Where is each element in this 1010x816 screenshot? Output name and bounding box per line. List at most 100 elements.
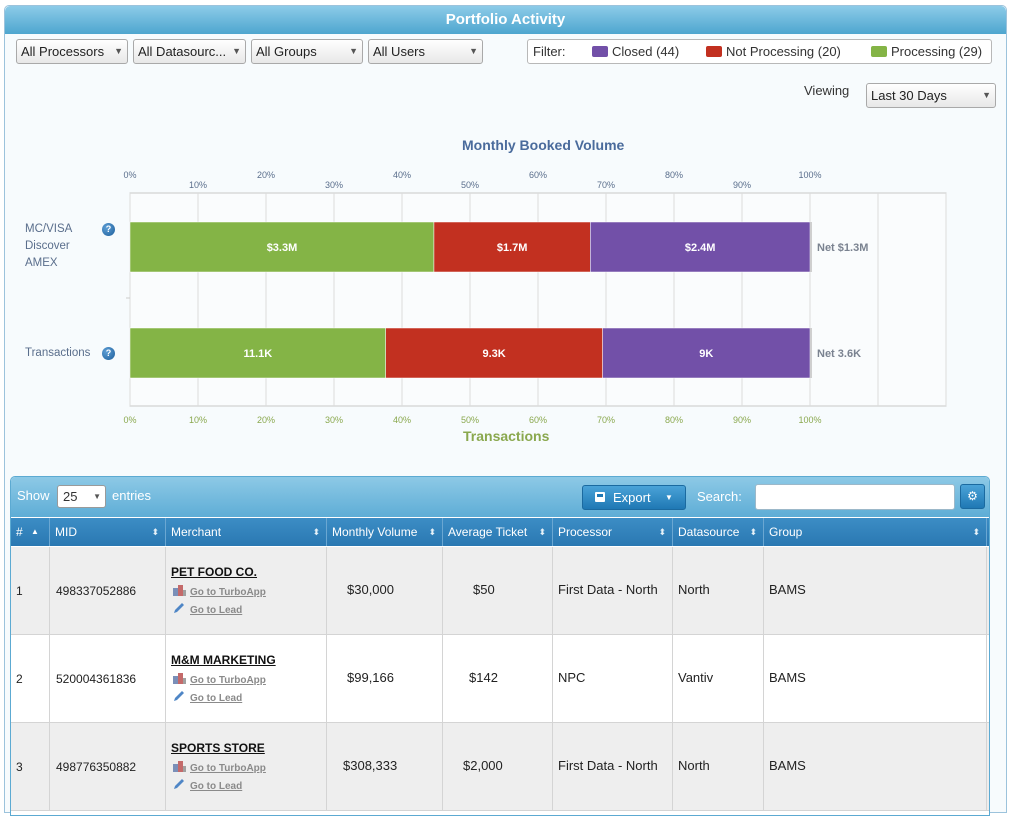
filter-closed[interactable]: Closed (44): [592, 40, 679, 63]
group-select[interactable]: All Groups ▼: [251, 39, 363, 64]
viewing-range-select[interactable]: Last 30 Days ▼: [866, 83, 996, 108]
column-header-mid[interactable]: MID ⬍: [50, 518, 166, 546]
help-icon[interactable]: ?: [102, 223, 115, 236]
sort-icon: ⬍: [151, 527, 159, 537]
filter-closed-label: Closed (44): [612, 44, 680, 59]
turboapp-link[interactable]: Go to TurboApp: [173, 761, 266, 774]
bar-segment: [433, 221, 591, 273]
merchant-name-link[interactable]: M&M MARKETING: [171, 653, 276, 667]
caret-down-icon: ▼: [665, 493, 673, 502]
group-cell: BAMS: [764, 547, 987, 635]
ticket-cell: $2,000: [443, 723, 553, 811]
column-header-monthly-volume[interactable]: Monthly Volume ⬍: [327, 518, 443, 546]
sort-icon: ⬍: [538, 527, 546, 537]
x-axis-title: Transactions: [463, 428, 550, 444]
mid-cell: 498776350882: [50, 723, 166, 811]
column-label: Processor: [558, 525, 613, 539]
filter-not-processing[interactable]: Not Processing (20): [706, 40, 841, 63]
bottom-tick-label: 100%: [798, 415, 821, 425]
datasource-select[interactable]: All Datasourc... ▼: [133, 39, 246, 64]
search-input[interactable]: [755, 484, 955, 510]
average-ticket-value: $2,000: [463, 758, 503, 773]
ticket-cell: $142: [443, 635, 553, 723]
y-label-line: MC/VISA: [25, 223, 73, 235]
lead-link[interactable]: Go to Lead: [173, 779, 242, 792]
row-number: 3: [16, 760, 23, 774]
column-label: #: [16, 525, 23, 539]
processor-select-value: All Processors: [21, 44, 105, 59]
pencil-icon: [174, 603, 184, 613]
bar-segment: [385, 327, 603, 379]
bottom-tick-label: 40%: [393, 415, 411, 425]
group-value: BAMS: [769, 582, 806, 597]
column-label: Monthly Volume: [332, 525, 418, 539]
merchant-name-link[interactable]: PET FOOD CO.: [171, 565, 258, 579]
portfolio-table: Show 25 ▼ entries Export ▼ Search: ⚙ # ▲…: [10, 476, 990, 816]
top-tick-label: 70%: [597, 180, 615, 190]
volume-cell: $30,000: [327, 547, 443, 635]
bottom-tick-label: 70%: [597, 415, 615, 425]
lead-link[interactable]: Go to Lead: [173, 691, 242, 704]
chevron-down-icon: ▼: [93, 492, 101, 501]
column-header-datasource[interactable]: Datasource ⬍: [673, 518, 764, 546]
sort-icon: ⬍: [428, 527, 436, 537]
processor-value: First Data - North: [558, 758, 658, 773]
bar-data-label: 9.3K: [483, 348, 506, 360]
column-header-num[interactable]: # ▲: [11, 518, 50, 546]
bar-segment: [602, 327, 811, 379]
ticket-cell: $50: [443, 547, 553, 635]
bottom-tick-label: 50%: [461, 415, 479, 425]
group-select-value: All Groups: [256, 44, 317, 59]
mid-value: 520004361836: [56, 672, 137, 686]
page-length-select[interactable]: 25 ▼: [57, 485, 106, 508]
turboapp-link-label: Go to TurboApp: [190, 675, 266, 686]
net-label: Net 3.6K: [817, 348, 861, 360]
chevron-down-icon: ▼: [982, 90, 991, 100]
group-value: BAMS: [769, 758, 806, 773]
chart-svg: 0% 10% 20% 30% 40% 50% 60% 70% 80% 90% 100% 0% 10% 20…: [123, 170, 947, 425]
chevron-down-icon: ▼: [349, 46, 358, 56]
sort-icon: ⬍: [972, 527, 980, 537]
processor-cell: First Data - North: [553, 547, 673, 635]
column-label: Group: [769, 525, 803, 539]
building-icon: [173, 761, 186, 772]
gear-icon[interactable]: ⚙: [960, 484, 985, 509]
top-tick-label: 40%: [393, 170, 411, 180]
user-select[interactable]: All Users ▼: [368, 39, 483, 64]
column-label: Average Ticket: [448, 525, 528, 539]
not-processing-swatch: [706, 46, 722, 57]
merchant-name-link[interactable]: SPORTS STORE: [171, 741, 265, 755]
filter-processing[interactable]: Processing (29): [871, 40, 982, 63]
export-button[interactable]: Export ▼: [582, 485, 686, 510]
closed-swatch: [592, 46, 608, 57]
lead-link[interactable]: Go to Lead: [173, 603, 242, 616]
monthly-volume-value: $99,166: [347, 670, 394, 685]
datasource-value: Vantiv: [678, 670, 714, 685]
group-cell: BAMS: [764, 723, 987, 811]
bar-segment: [129, 327, 386, 379]
lead-link-label: Go to Lead: [190, 781, 243, 792]
top-tick-label: 60%: [529, 170, 547, 180]
table-row: 3 498776350882 SPORTS STORE Go to TurboA…: [11, 723, 989, 811]
bar-data-label: 9K: [699, 348, 713, 360]
turboapp-link-label: Go to TurboApp: [190, 763, 266, 774]
pencil-icon: [174, 691, 184, 701]
column-header-processor[interactable]: Processor ⬍: [553, 518, 673, 546]
column-header-merchant[interactable]: Merchant ⬍: [166, 518, 327, 546]
turboapp-link[interactable]: Go to TurboApp: [173, 673, 266, 686]
help-icon[interactable]: ?: [102, 347, 115, 360]
chevron-down-icon: ▼: [469, 46, 478, 56]
lead-link-label: Go to Lead: [190, 605, 243, 616]
column-label: Merchant: [171, 525, 222, 539]
column-header-average-ticket[interactable]: Average Ticket ⬍: [443, 518, 553, 546]
export-label: Export: [613, 490, 651, 505]
datasource-value: North: [678, 758, 710, 773]
panel-title: Portfolio Activity: [5, 6, 1006, 34]
turboapp-link[interactable]: Go to TurboApp: [173, 585, 266, 598]
column-header-group[interactable]: Group ⬍: [764, 518, 987, 546]
processor-select[interactable]: All Processors ▼: [16, 39, 128, 64]
building-icon: [173, 585, 186, 596]
merchant-cell: SPORTS STORE Go to TurboApp Go to Lead: [166, 723, 327, 811]
bottom-tick-label: 30%: [325, 415, 343, 425]
mid-value: 498776350882: [56, 760, 137, 774]
